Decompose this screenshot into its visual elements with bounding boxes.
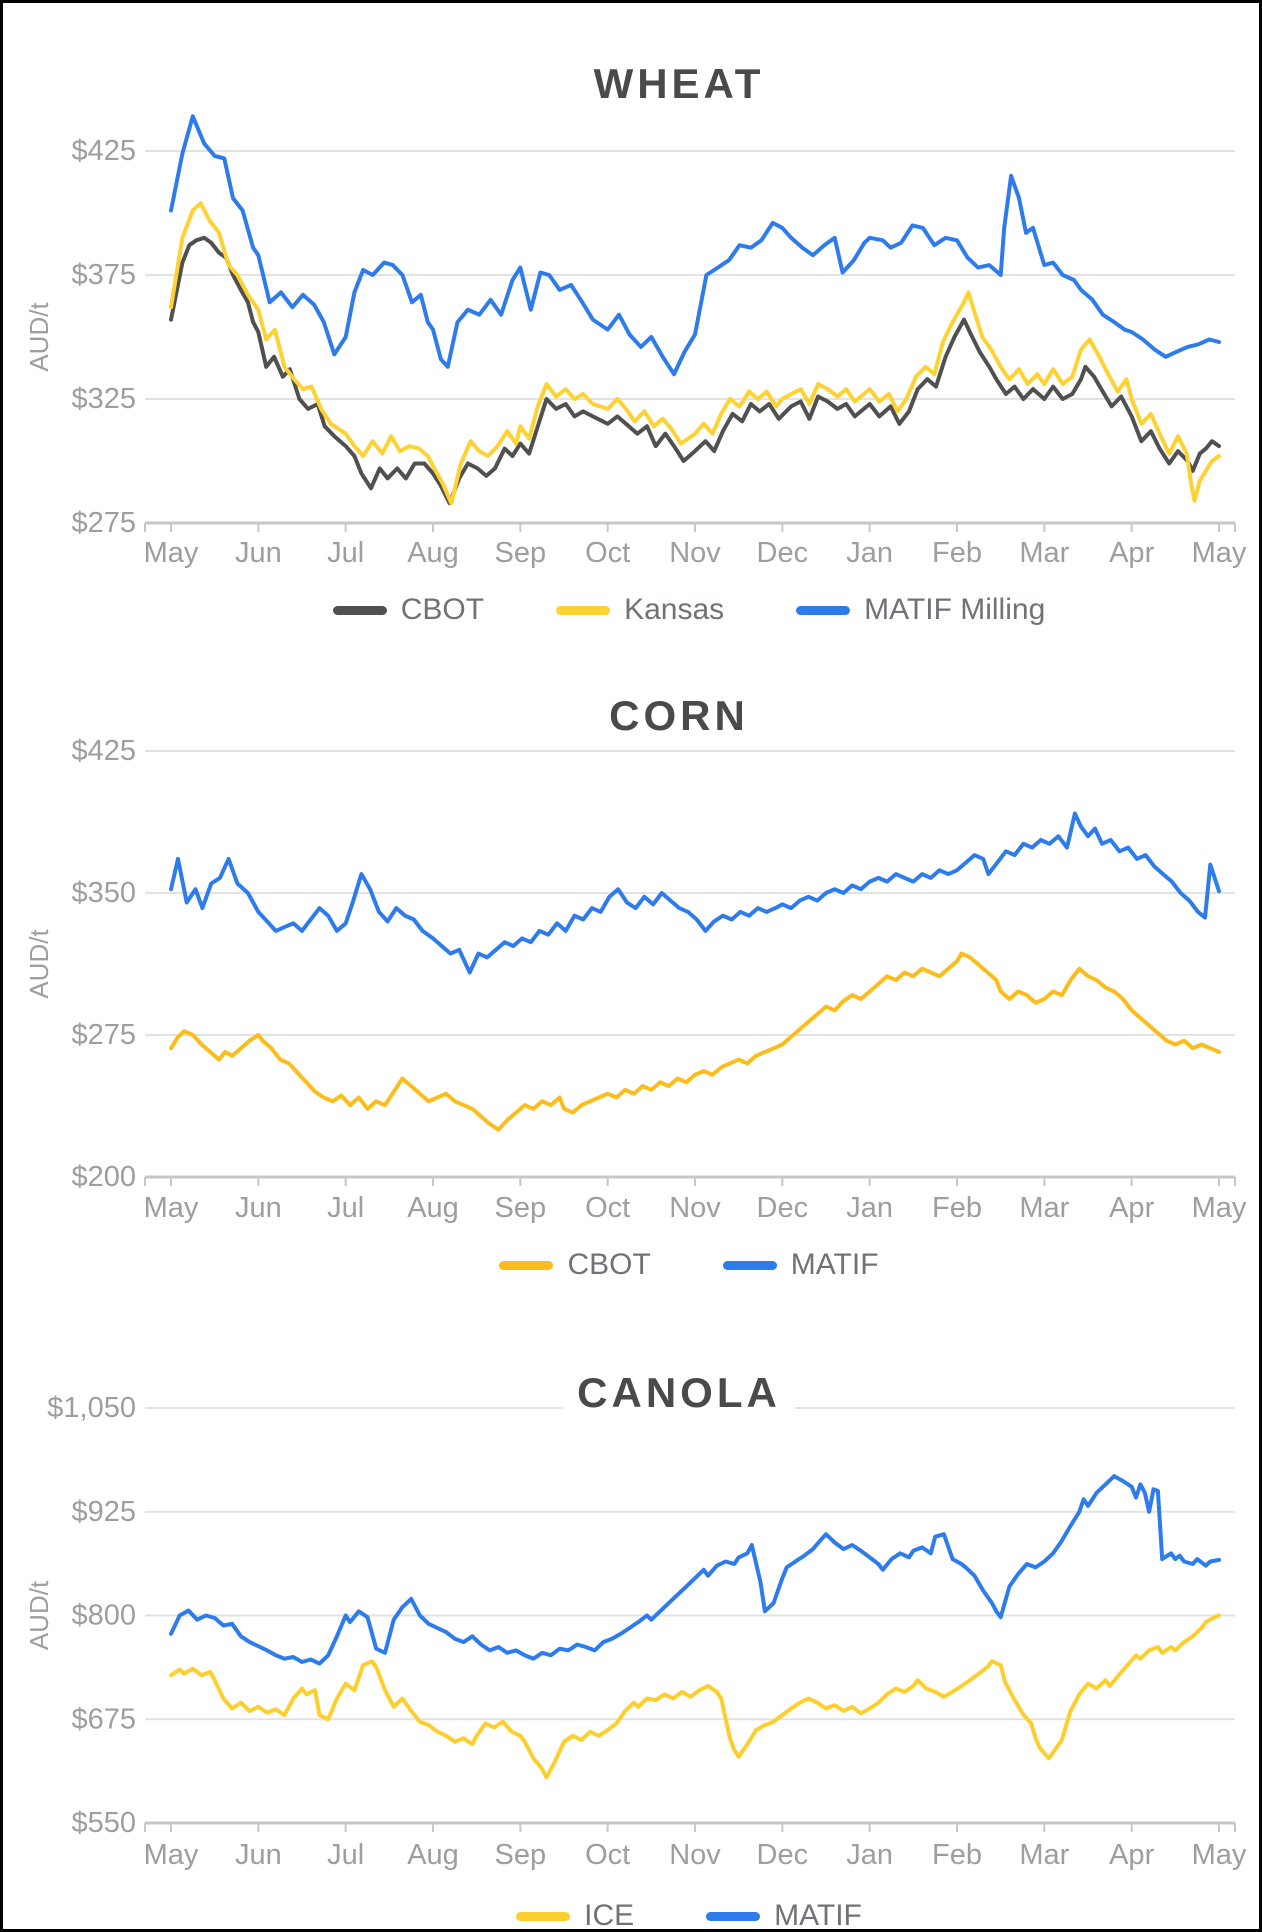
legend-item-cbot: CBOT [332, 593, 485, 627]
x-tick-label: Mar [1019, 1192, 1069, 1224]
series-line-matif [169, 811, 1221, 975]
y-tick-label: $550 [71, 1807, 136, 1839]
x-tick-label: May [1192, 537, 1247, 569]
x-tick-label: May [1192, 1192, 1247, 1224]
legend-item-cbot: CBOT [499, 1248, 651, 1282]
x-tick-label: Apr [1109, 537, 1154, 569]
x-tick-label: Nov [669, 537, 721, 569]
legend-label: MATIF [790, 1248, 879, 1281]
wheat-chart-title: WHEAT [579, 60, 779, 108]
x-tick-label: Sep [495, 1192, 547, 1224]
x-tick-label: Oct [585, 1192, 630, 1224]
legend-swatch-icon [796, 605, 851, 615]
legend-item-matif: MATIF [722, 1248, 879, 1282]
x-tick-label: Apr [1109, 1192, 1154, 1224]
y-axis-unit-label: AUD/t [24, 929, 54, 999]
x-tick-label: Nov [669, 1192, 721, 1224]
legend-label: Kansas [624, 593, 725, 626]
legend-label: CBOT [400, 593, 485, 626]
x-tick-label: Dec [757, 1839, 809, 1871]
x-tick-label: Dec [757, 1192, 809, 1224]
x-tick-label: Jun [235, 537, 282, 569]
legend-swatch-icon [556, 605, 611, 615]
corn-legend: CBOT MATIF [143, 1248, 1235, 1282]
x-tick-label: Jul [327, 1192, 364, 1224]
legend-item-ice: ICE [516, 1899, 635, 1932]
corn-chart-title: CORN [595, 692, 763, 740]
x-tick-label: Aug [407, 1192, 459, 1224]
series-line-cbot [169, 235, 1221, 506]
legend-item-matif: MATIF [706, 1899, 862, 1932]
series-line-cbot [169, 951, 1221, 1132]
x-tick-label: Jun [235, 1192, 282, 1224]
x-tick-label: Jul [327, 537, 364, 569]
legend-label: CBOT [567, 1248, 651, 1281]
y-tick-label: $675 [71, 1703, 136, 1735]
legend-swatch-icon [706, 1911, 761, 1921]
canola-legend: ICE MATIF [143, 1899, 1235, 1932]
series-line-kansas [169, 201, 1221, 506]
y-tick-label: $200 [71, 1161, 136, 1193]
x-tick-label: Feb [932, 1839, 982, 1871]
x-tick-label: Oct [585, 1839, 630, 1871]
series-line-matif [169, 1474, 1221, 1666]
legend-swatch-icon [722, 1260, 777, 1270]
x-tick-label: Jun [235, 1839, 282, 1871]
x-tick-label: Mar [1019, 537, 1069, 569]
wheat-legend: CBOT Kansas MATIF Milling [143, 593, 1235, 627]
x-tick-label: Dec [757, 537, 809, 569]
legend-label: MATIF [774, 1899, 862, 1932]
y-tick-label: $275 [71, 507, 136, 539]
x-tick-label: May [144, 537, 199, 569]
series-line-matif-milling [169, 114, 1221, 377]
legend-label: ICE [584, 1899, 635, 1932]
x-tick-label: Sep [495, 1839, 547, 1871]
y-tick-label: $425 [71, 735, 136, 767]
y-axis-unit-label: AUD/t [24, 302, 54, 372]
y-tick-label: $325 [71, 383, 136, 415]
series-line-ice [169, 1613, 1221, 1780]
x-tick-label: Jan [846, 537, 893, 569]
legend-swatch-icon [516, 1911, 571, 1921]
y-tick-label: $1,050 [47, 1392, 136, 1424]
x-tick-label: Feb [932, 537, 982, 569]
x-tick-label: Jul [327, 1839, 364, 1871]
x-tick-label: May [144, 1839, 199, 1871]
y-tick-label: $425 [71, 135, 136, 167]
x-tick-label: Oct [585, 537, 630, 569]
y-axis-unit-label: AUD/t [24, 1580, 54, 1650]
canola-chart-title: CANOLA [563, 1369, 795, 1417]
x-tick-label: Aug [407, 1839, 459, 1871]
x-tick-label: Nov [669, 1839, 721, 1871]
y-tick-label: $375 [71, 259, 136, 291]
x-tick-label: Apr [1109, 1839, 1154, 1871]
x-tick-label: Jan [846, 1192, 893, 1224]
x-tick-label: May [144, 1192, 199, 1224]
legend-item-matif-milling: MATIF Milling [796, 593, 1045, 627]
y-tick-label: $275 [71, 1019, 136, 1051]
x-tick-label: Sep [495, 537, 547, 569]
legend-item-kansas: Kansas [556, 593, 724, 627]
legend-swatch-icon [332, 605, 387, 615]
legend-label: MATIF Milling [864, 593, 1046, 626]
x-tick-label: Mar [1019, 1839, 1069, 1871]
y-tick-label: $800 [71, 1600, 136, 1632]
x-tick-label: Jan [846, 1839, 893, 1871]
legend-swatch-icon [499, 1260, 554, 1270]
x-tick-label: Aug [407, 537, 459, 569]
x-tick-label: May [1192, 1839, 1247, 1871]
x-tick-label: Feb [932, 1192, 982, 1224]
y-tick-label: $925 [71, 1496, 136, 1528]
y-tick-label: $350 [71, 877, 136, 909]
